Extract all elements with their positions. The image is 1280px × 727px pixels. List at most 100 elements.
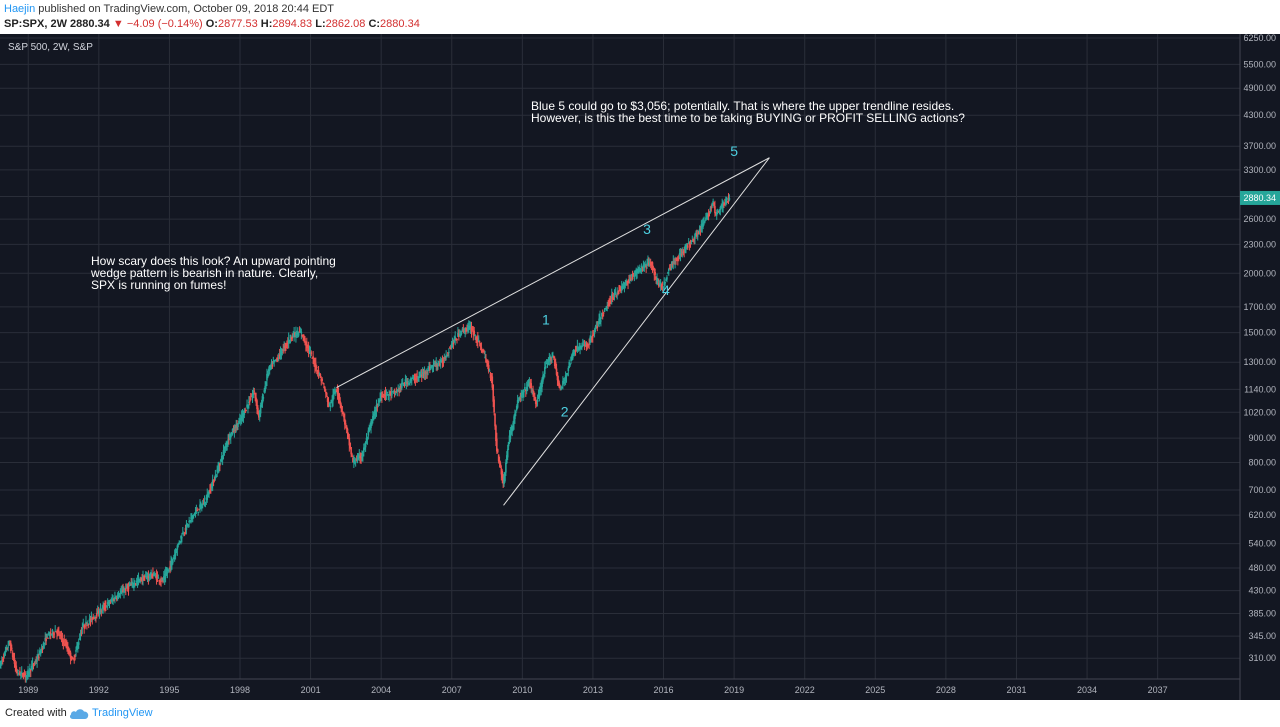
candle-body [726,201,729,203]
candle-body [636,269,638,273]
candle-body [536,399,539,403]
candle-body [210,484,213,488]
candle-body [491,376,494,388]
candle-body [547,360,550,365]
candle-body [404,379,407,382]
candle-body [29,668,31,673]
candle-body [446,355,448,357]
candle-body [581,345,583,347]
trendlines[interactable] [336,157,770,506]
candle-body [128,584,131,586]
author-link[interactable]: Haejin [4,3,36,15]
candle-body [71,657,74,659]
candle-body [518,398,521,400]
candle-body [705,217,707,221]
candle-body [357,455,360,460]
candle-body [229,436,232,438]
candle-body [118,595,121,597]
candle-body [444,357,447,360]
x-tick-label: 2034 [1077,685,1097,695]
candle-body [505,455,508,464]
candle-body [720,206,723,208]
candle-body [496,438,498,452]
publish-info: Haejin published on TradingView.com, Oct… [4,3,334,15]
candle-body [694,233,696,239]
price-axis[interactable] [1240,34,1280,700]
candle-body [20,671,23,673]
tradingview-link[interactable]: TradingView [92,707,153,719]
wave-label: 4 [662,282,670,298]
candle-body [607,305,609,307]
candle-body [492,384,495,402]
candle-body [695,235,697,237]
candle-body [338,393,341,401]
candle-body [505,462,507,473]
candle-body [671,263,674,266]
candle-body [486,360,488,363]
candle-body [198,508,200,511]
candle-body [334,392,336,394]
y-tick-label: 385.00 [1248,608,1276,618]
candle-body [669,267,672,270]
candle-body [659,282,662,285]
candle-body [582,344,585,346]
candle-body [347,434,350,438]
wave-label: 3 [643,221,651,237]
candle-body [209,489,211,493]
candle-body [105,605,107,607]
candle-body [566,373,569,375]
candle-body [499,463,502,467]
candle-body [391,391,393,396]
candle-body [31,663,34,666]
candle-body [224,446,227,449]
candle-body [197,511,199,513]
candle-body [225,446,228,448]
candle-body [317,370,320,375]
candle-body [13,658,16,664]
candle-body [318,373,321,376]
candle-body [193,513,196,516]
candle-body [553,359,556,367]
candle-body [96,610,99,615]
candle-body [130,583,133,585]
candle-body [436,364,438,367]
candle-body [181,537,183,539]
time-axis[interactable] [0,679,1240,700]
candle-body [630,274,633,277]
candle-body [688,244,691,246]
candle-body [573,350,576,353]
candle-body [429,367,432,370]
price-chart[interactable]: 6250.005500.004900.004300.003700.003300.… [0,34,1280,700]
candle-body [191,515,194,520]
candle-body [711,202,714,206]
candle-body [494,413,496,427]
candle-body [639,268,641,272]
x-tick-label: 1995 [159,685,179,695]
candle-body [320,378,323,382]
candle-body [67,650,70,654]
candle-body [391,391,394,393]
candle-body [429,366,431,370]
candle-body [540,385,542,390]
candle-body [321,378,323,382]
candle-body [620,286,623,289]
candle-body [108,603,111,605]
candle-body [677,259,679,261]
candle-body [2,657,5,660]
candle-body [70,658,73,661]
candle-body [454,336,457,341]
candle-body [47,637,49,639]
candle-body [451,343,454,346]
candle-body [585,344,588,347]
candle-body [616,292,618,295]
y-tick-label: 3300.00 [1243,165,1276,175]
candle-body [325,392,328,396]
candle-body [351,454,353,457]
candle-body [18,673,20,675]
candle-body [176,545,179,550]
candle-body [524,386,526,390]
candle-body [156,575,159,577]
candle-body [567,367,570,371]
candle-body [323,386,325,388]
candle-body [73,659,76,661]
